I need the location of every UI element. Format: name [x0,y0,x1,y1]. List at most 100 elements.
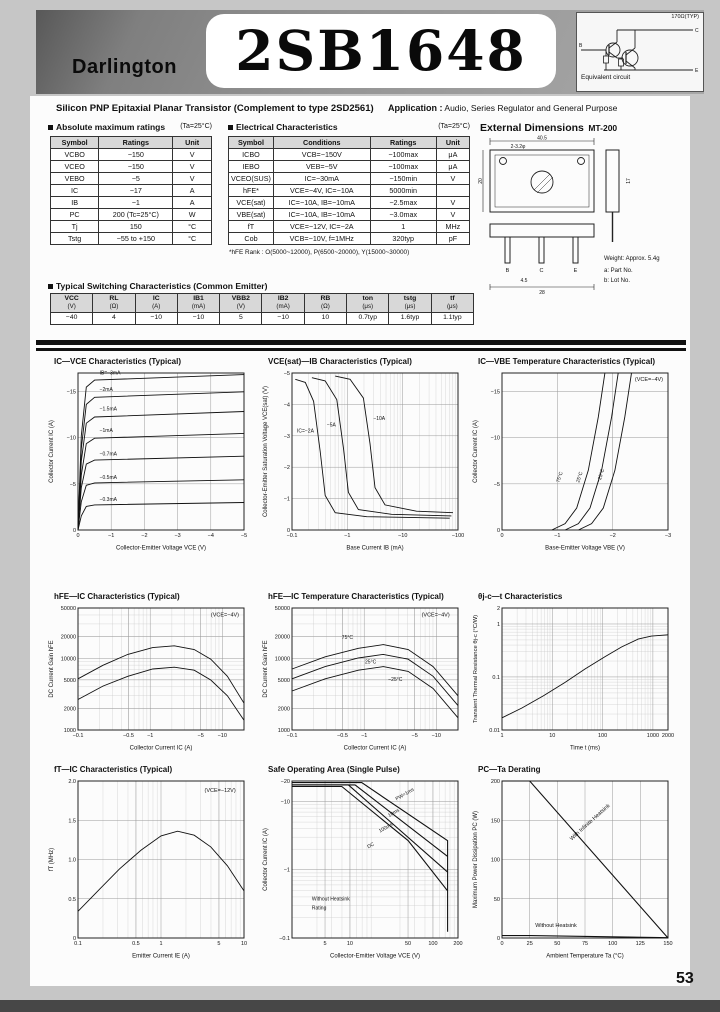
svg-text:100: 100 [608,941,617,947]
electrical-characteristics-table: Symbol Conditions Ratings Unit ICBO VCB=−150V… [228,136,471,245]
svg-text:Weight: Approx. 5.4g: Weight: Approx. 5.4g [604,256,660,262]
svg-text:−2: −2 [141,533,147,539]
svg-text:Collector-Emitter Voltage VCE: Collector-Emitter Voltage VCE (V) [330,954,420,960]
svg-text:0.5: 0.5 [132,941,140,947]
svg-text:−0.5mA: −0.5mA [100,475,118,481]
svg-text:10: 10 [347,941,353,947]
table-row: IEBO VEB=−5V −100max μA [228,160,471,173]
svg-text:−3: −3 [174,533,180,539]
abs-max-ratings-table: Symbol Ratings Unit VCBO −150 V VCEO −150 V VEBO −… [49,136,212,245]
chart-canvas: 0 25 50 75 100 125 150 0 50 100 150 200 With Infinit… [473,779,673,960]
column-header: RL (Ω) [92,292,136,314]
column-header: Ratings [369,136,437,149]
column-header: Symbol [49,136,100,149]
svg-text:Collector-Emitter Saturation V: Collector-Emitter Saturation Voltage VCE… [263,386,269,517]
table-row: PC 200 (Tc=25°C) W [49,208,212,221]
column-header: Conditions [272,136,371,149]
chart-title: fT—IC Characteristics (Typical) [54,765,173,774]
chart-title: IC—VCE Characteristics (Typical) [54,357,182,366]
svg-text:5: 5 [217,941,220,947]
svg-text:−10: −10 [432,733,441,739]
table-cell: IC [49,184,100,197]
table-cell: −10 [261,312,305,325]
svg-text:(VCE=−12V): (VCE=−12V) [205,788,236,794]
table-cell: μA [435,148,471,161]
svg-text:Collector Current IC (A): Collector Current IC (A) [473,420,479,483]
table-cell: A [172,196,212,209]
svg-text:Collector Current IC (A): Collector Current IC (A) [344,746,407,752]
table-row: VBE(sat) IC=−10A, IB=−10mA −3.0max V [228,208,471,221]
section-marker-icon [228,125,233,130]
chart-title: PC—Ta Derating [478,765,541,774]
application-label: Application : [388,103,443,113]
svg-text:25°C: 25°C [365,660,377,666]
svg-text:17: 17 [626,178,632,184]
scan-edge [0,1000,720,1012]
table-row: VCEO(SUS) IC=−30mA −150min V [228,172,471,185]
svg-text:0: 0 [76,533,79,539]
svg-text:(VCE=−4V): (VCE=−4V) [635,377,663,383]
svg-text:20: 20 [478,178,484,184]
svg-text:2000: 2000 [662,733,674,739]
table-cell: VCEO(SUS) [228,172,274,185]
svg-text:1: 1 [497,622,500,628]
table-cell: Tj [49,220,100,233]
data-table: Symbol Conditions Ratings Unit ICBO VCB=−150V… [228,136,471,245]
chart-canvas: 1 10 100 1000 2000 0.01 0.1 1 2 Time t (ms) Transi… [473,606,674,752]
section-title: Electrical Characteristics [236,122,338,132]
table-cell: 1.1typ [430,312,475,325]
svg-text:Transient Thermal Resistance θ: Transient Thermal Resistance θj-c (°C/W) [473,615,479,723]
table-cell: IC=−10A, IB=−10mA [272,196,371,209]
svg-text:2: 2 [497,606,500,612]
svg-text:−1: −1 [147,733,153,739]
table-cell: 5000min [369,184,437,197]
table-row: fT VCE=−12V, IC=−2A 1 MHz [228,220,471,233]
table-cell: °C [172,232,212,245]
section-abs-max: Absolute maximum ratings (Ta=25°C) [48,122,212,132]
svg-text:75°C: 75°C [555,471,564,484]
chart-pc-ta-derating: PC—Ta Derating 0 25 50 75 100 125 150 0 50 100 150 2… [470,765,680,960]
external-dimensions-label: External Dimensions [480,122,584,134]
svg-text:100: 100 [428,941,437,947]
svg-text:Maximum Power Dissipation PC (: Maximum Power Dissipation PC (W) [473,811,479,908]
svg-text:1.5: 1.5 [68,818,76,824]
table-cell: °C [172,220,212,233]
section-electrical: Electrical Characteristics (Ta=25°C) [228,122,470,132]
table-cell: VCBO [49,148,100,161]
svg-text:−0.1: −0.1 [73,733,84,739]
table-cell: V [435,172,471,185]
table-cell: −3.0max [369,208,437,221]
table-cell: 200 (Tc=25°C) [98,208,174,221]
svg-text:−0.5: −0.5 [337,733,348,739]
svg-text:Collector Current IC (A): Collector Current IC (A) [49,420,55,483]
svg-text:10000: 10000 [61,656,76,662]
external-dimensions-drawing: 40.5 20 2-3.2φ 17 B C E 4.5 28 Weight: Approx. 5.… [478,132,670,332]
column-header: VCC (V) [49,292,94,314]
part-number-box: 2SB1648 [206,14,556,88]
hfe-rank-note: *hFE Rank : O(5000~12000), P(6500~20000)… [229,249,410,256]
section-title: Absolute maximum ratings [56,122,166,132]
section-marker-icon [48,284,53,289]
table-cell: 1.6typ [388,312,432,325]
svg-text:−1.5mA: −1.5mA [100,407,118,413]
svg-text:−3: −3 [284,434,290,440]
table-cell: 1 [369,220,437,233]
svg-text:−2: −2 [610,533,616,539]
svg-text:125: 125 [636,941,645,947]
svg-text:−5: −5 [284,371,290,377]
svg-text:200: 200 [491,779,500,785]
table-cell: −40 [49,312,94,325]
chart-vcesat-ib: VCE(sat)—IB Characteristics (Typical) −0.… [260,357,470,552]
chart-canvas: 0.1 0.5 1 5 10 0 0.5 1.0 1.5 2.0 (VCE=−12V) Emitter… [49,779,247,960]
svg-text:E: E [695,68,699,74]
svg-text:−0.1: −0.1 [287,733,298,739]
svg-text:IB=−3mA: IB=−3mA [100,371,122,377]
table-row: Tstg −55 to +150 °C [49,232,212,245]
equiv-resistor-value: 170Ω(TYP) [671,14,699,20]
chart-canvas: −0.1 −0.5 −1 −5 −10 1000 2000 5000 10000 20000 500… [49,606,245,752]
package-name: MT-200 [588,123,618,133]
svg-text:−1mA: −1mA [100,428,114,434]
svg-text:2000: 2000 [278,706,290,712]
table-cell: VCB=−150V [272,148,371,161]
table-row: IB −1 A [49,196,212,209]
